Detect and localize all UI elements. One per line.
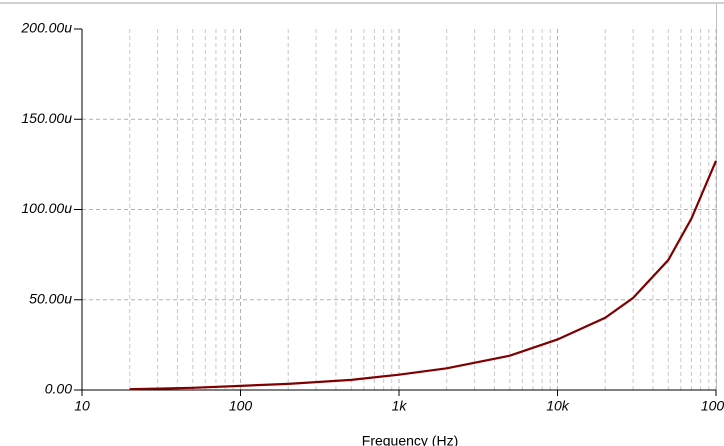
x-tick-label: 1k <box>392 398 408 414</box>
line-series <box>129 160 718 391</box>
x-tick-label: 100k <box>701 398 724 414</box>
y-tick-label: 100.00u <box>21 200 72 216</box>
x-axis-label: Frequency (Hz) <box>362 433 458 446</box>
x-tick-label: 100 <box>229 398 253 414</box>
x-tick-label: 10 <box>74 398 90 414</box>
y-tick-label: 150.00u <box>21 110 72 126</box>
x-tick-label: 10k <box>546 398 570 414</box>
y-tick-label: 50.00u <box>29 290 72 306</box>
y-tick-label: 200.00u <box>20 20 72 36</box>
y-tick-label: 0.00 <box>45 381 72 397</box>
